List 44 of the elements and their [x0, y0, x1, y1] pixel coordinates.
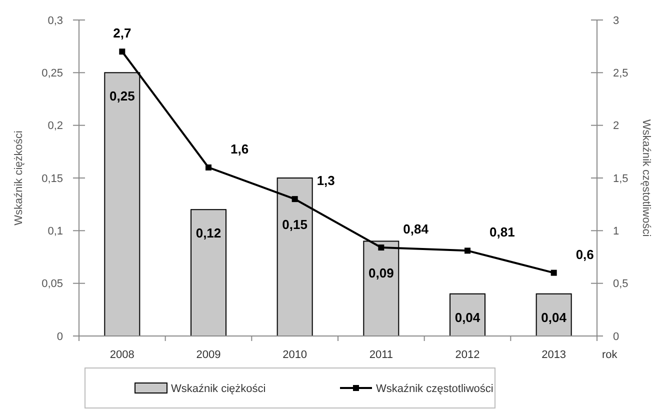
- data-label: 0,6: [576, 246, 594, 262]
- y2-tick-label: 0,5: [613, 278, 628, 290]
- y2-tick-label: 0: [613, 330, 620, 343]
- point: [206, 164, 212, 170]
- y-tick-label: 0,25: [42, 68, 63, 80]
- y2-tick-label: 1,5: [613, 172, 628, 185]
- x-tick-label: 2009: [196, 349, 221, 361]
- y-tick-label: 0: [56, 330, 63, 343]
- data-label: 1,6: [230, 141, 249, 156]
- x-tick-label: 2011: [369, 349, 393, 361]
- x-tick-label: 2013: [542, 349, 566, 361]
- y2-tick-label: 2,5: [613, 68, 628, 80]
- x-tick-label: 2010: [282, 349, 308, 361]
- bar: [190, 209, 226, 336]
- y-tick-label: 0,1: [48, 226, 63, 238]
- y-tick-label: 0,15: [42, 172, 63, 185]
- data-label: 0,04: [454, 310, 481, 325]
- x-tick-label: 2008: [110, 349, 134, 361]
- data-label: 0,25: [110, 88, 135, 104]
- y2-axis-title: Wskaźnik częstotliwości: [640, 119, 652, 237]
- legend-label: Wskaźnik częstotliwości: [376, 382, 494, 395]
- y-tick-label: 0,3: [48, 14, 63, 27]
- data-label: 2,7: [113, 26, 132, 41]
- x-tick-label: 2012: [455, 349, 480, 361]
- data-label: 0,09: [368, 266, 394, 281]
- point: [378, 244, 384, 251]
- data-label: 0,15: [282, 217, 308, 232]
- y-axis-title: Wskaźnik ciężkości: [13, 130, 25, 226]
- y-tick-label: 0,05: [42, 278, 63, 290]
- x-axis-title: rok: [602, 349, 618, 361]
- point: [464, 248, 470, 254]
- point: [550, 270, 557, 276]
- data-label: 0,12: [196, 226, 222, 241]
- data-label: 0,84: [403, 222, 430, 237]
- y-tick-label: 0,2: [48, 120, 63, 132]
- data-label: 0,81: [490, 224, 515, 240]
- y2-tick-label: 1: [613, 226, 620, 238]
- point: [119, 48, 126, 55]
- y2-tick-label: 3: [613, 14, 620, 27]
- y2-tick-label: 2: [613, 120, 620, 132]
- legend-label: Wskaźnik ciężkości: [171, 382, 266, 395]
- point: [292, 196, 298, 202]
- data-label: 0,04: [541, 310, 568, 325]
- data-label: 1,3: [316, 173, 335, 188]
